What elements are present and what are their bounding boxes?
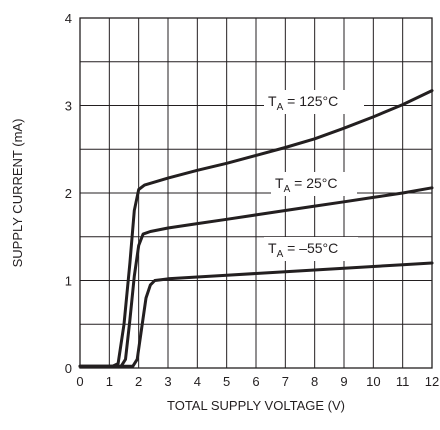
y-tick-label: 3 (65, 99, 72, 114)
x-tick-label: 3 (164, 374, 171, 389)
curves (78, 89, 434, 368)
plot-frame (79, 17, 433, 369)
x-tick-labels: 0 1 2 3 4 5 6 7 8 9 10 11 12 (76, 374, 439, 389)
series-label-1: TA = 25°C (275, 175, 337, 195)
x-tick-label: 12 (425, 374, 439, 389)
series-label-0: TA = 125°C (268, 93, 338, 113)
x-tick-label: 9 (340, 374, 347, 389)
x-tick-label: 7 (282, 374, 289, 389)
series-line-2 (78, 261, 434, 368)
y-tick-label: 2 (65, 186, 72, 201)
y-tick-labels: 0 1 2 3 4 (65, 11, 72, 376)
y-tick-label: 0 (65, 361, 72, 376)
series-label-2: TA = –55°C (268, 240, 338, 260)
series-label-background (264, 90, 364, 114)
y-tick-label: 1 (65, 274, 72, 289)
x-tick-label: 5 (223, 374, 230, 389)
series-label-background (264, 237, 358, 261)
x-tick-label: 6 (252, 374, 259, 389)
y-tick-label: 4 (65, 11, 72, 26)
x-tick-label: 4 (194, 374, 201, 389)
x-tick-label: 2 (135, 374, 142, 389)
x-tick-label: 10 (366, 374, 380, 389)
x-axis-title: TOTAL SUPPLY VOLTAGE (V) (167, 398, 345, 413)
series-line-1 (78, 186, 434, 368)
series-labels: TA = 125°C TA = 25°C TA = –55°C (264, 90, 364, 261)
x-tick-label: 8 (311, 374, 318, 389)
series-line-0 (78, 89, 434, 368)
series-label-background (271, 172, 357, 196)
grid (80, 18, 432, 368)
x-tick-label: 11 (396, 374, 410, 389)
x-tick-label: 0 (76, 374, 83, 389)
x-tick-label: 1 (106, 374, 113, 389)
y-axis-title: SUPPLY CURRENT (mA) (10, 119, 25, 268)
